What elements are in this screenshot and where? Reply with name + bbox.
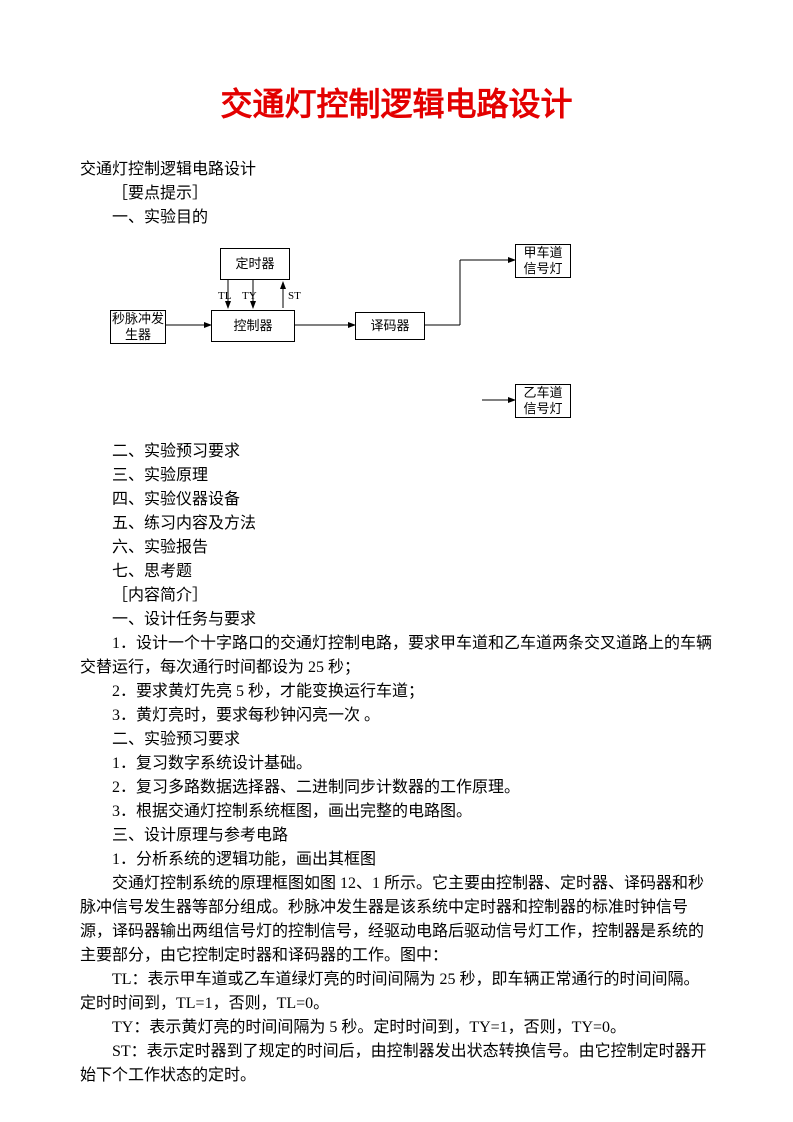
- body-text: 二、实验预习要求三、实验原理四、实验仪器设备五、练习内容及方法六、实验报告七、思…: [80, 440, 713, 1088]
- box-light-a: 甲车道 信号灯: [515, 244, 571, 278]
- subtitle: 交通灯控制逻辑电路设计: [80, 158, 713, 182]
- body-line: 二、实验预习要求: [80, 440, 713, 464]
- body-line: 2．复习多路数据选择器、二进制同步计数器的工作原理。: [80, 776, 713, 800]
- box-pulse-label: 秒脉冲发生器: [111, 311, 165, 342]
- box-pulse-generator: 秒脉冲发生器: [110, 310, 166, 344]
- block-diagram: 秒脉冲发生器 定时器 控制器 译码器 甲车道 信号灯 乙车道 信号灯 TL TY…: [80, 240, 713, 430]
- body-line: 3．黄灯亮时，要求每秒钟闪亮一次 。: [80, 704, 713, 728]
- body-line: TY：表示黄灯亮的时间间隔为 5 秒。定时时间到，TY=1，否则，TY=0。: [80, 1016, 713, 1040]
- body-line: 一、设计任务与要求: [80, 608, 713, 632]
- signal-ty: TY: [242, 288, 257, 305]
- body-line: 二、实验预习要求: [80, 728, 713, 752]
- box-decoder-label: 译码器: [370, 318, 409, 334]
- section-1: 一、实验目的: [80, 206, 713, 230]
- body-line: 1．设计一个十字路口的交通灯控制电路，要求甲车道和乙车道两条交叉道路上的车辆交替…: [80, 632, 713, 680]
- box-controller: 控制器: [211, 310, 295, 342]
- body-line: 3．根据交通灯控制系统框图，画出完整的电路图。: [80, 800, 713, 824]
- box-timer: 定时器: [220, 248, 290, 280]
- hint-label: ［要点提示］: [80, 182, 713, 206]
- body-line: 三、设计原理与参考电路: [80, 824, 713, 848]
- body-line: 六、实验报告: [80, 536, 713, 560]
- body-line: ［内容简介］: [80, 584, 713, 608]
- page-title: 交通灯控制逻辑电路设计: [80, 80, 713, 128]
- box-light-b-l1: 乙车道: [523, 385, 562, 401]
- box-timer-label: 定时器: [235, 256, 274, 272]
- body-line: 2．要求黄灯先亮 5 秒，才能变换运行车道；: [80, 680, 713, 704]
- body-line: 三、实验原理: [80, 464, 713, 488]
- body-line: ST：表示定时器到了规定的时间后，由控制器发出状态转换信号。由它控制定时器开始下…: [80, 1040, 713, 1088]
- body-line: 七、思考题: [80, 560, 713, 584]
- body-line: 四、实验仪器设备: [80, 488, 713, 512]
- signal-st: ST: [288, 288, 301, 305]
- body-line: 1．分析系统的逻辑功能，画出其框图: [80, 848, 713, 872]
- box-light-a-l1: 甲车道: [523, 245, 562, 261]
- box-decoder: 译码器: [355, 312, 425, 340]
- body-line: 1．复习数字系统设计基础。: [80, 752, 713, 776]
- body-line: TL：表示甲车道或乙车道绿灯亮的时间间隔为 25 秒，即车辆正常通行的时间间隔。…: [80, 968, 713, 1016]
- signal-tl: TL: [218, 288, 231, 305]
- box-controller-label: 控制器: [233, 318, 272, 334]
- box-light-b-l2: 信号灯: [523, 401, 562, 417]
- body-line: 五、练习内容及方法: [80, 512, 713, 536]
- body-line: 交通灯控制系统的原理框图如图 12、1 所示。它主要由控制器、定时器、译码器和秒…: [80, 872, 713, 968]
- box-light-a-l2: 信号灯: [523, 261, 562, 277]
- box-light-b: 乙车道 信号灯: [515, 384, 571, 418]
